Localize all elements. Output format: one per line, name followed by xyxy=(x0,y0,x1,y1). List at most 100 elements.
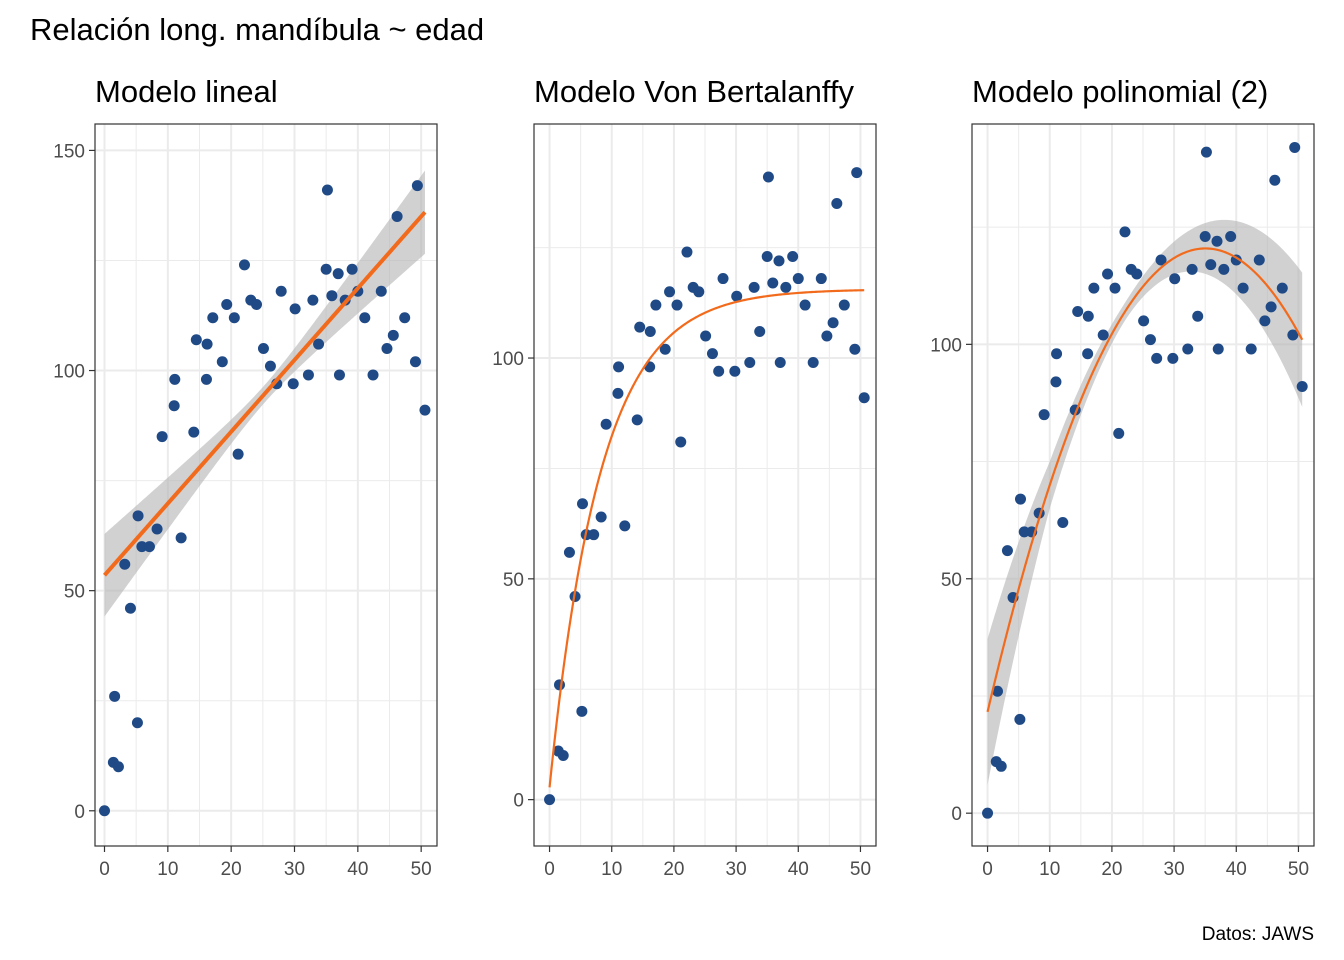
y-tick-label: 150 xyxy=(53,141,85,162)
data-point xyxy=(1144,334,1156,346)
x-tick-label: 0 xyxy=(544,859,555,880)
fitted-line xyxy=(548,289,865,788)
data-point xyxy=(612,387,624,399)
data-point xyxy=(644,326,656,338)
data-point xyxy=(849,343,861,355)
data-point xyxy=(119,558,131,570)
data-point xyxy=(706,348,718,360)
data-point xyxy=(1245,343,1257,355)
data-point xyxy=(982,807,994,819)
x-tick-label: 10 xyxy=(601,859,622,880)
data-point xyxy=(228,312,240,324)
data-point xyxy=(1212,343,1224,355)
x-tick-label: 0 xyxy=(99,859,110,880)
data-point xyxy=(762,171,774,183)
data-point xyxy=(1072,306,1084,318)
data-point xyxy=(381,343,393,355)
data-point xyxy=(664,286,676,298)
y-tick-label: 50 xyxy=(941,570,962,591)
panel-von-bertalanffy-model: 0 10 20 30 40 50 0 50 100 xyxy=(492,123,877,880)
panel-polynomial-model: 0 10 20 30 40 50 0 50 100 xyxy=(930,123,1315,880)
data-point xyxy=(1088,282,1100,294)
data-point xyxy=(1253,254,1265,266)
data-point xyxy=(1265,301,1277,313)
data-point xyxy=(289,303,301,315)
panel-linear-model: 0 10 20 30 40 50 0 50 100 150 xyxy=(53,123,438,880)
data-point xyxy=(367,369,379,381)
data-point xyxy=(1014,713,1026,725)
data-point xyxy=(207,312,219,324)
data-point xyxy=(221,299,233,310)
x-tick-label: 30 xyxy=(284,859,305,880)
data-point xyxy=(1001,545,1013,557)
data-point xyxy=(767,277,779,289)
x-tick-label: 40 xyxy=(1226,859,1247,880)
data-point xyxy=(333,369,345,381)
data-point xyxy=(1289,141,1301,153)
data-point xyxy=(613,361,625,373)
data-point xyxy=(748,281,760,293)
data-point xyxy=(557,749,569,761)
data-point xyxy=(1218,263,1230,275)
data-point xyxy=(991,685,1003,697)
confidence-band xyxy=(987,219,1303,785)
data-point xyxy=(634,321,646,333)
data-point xyxy=(780,281,792,293)
data-point xyxy=(619,520,631,532)
data-point xyxy=(1192,310,1204,322)
x-tick-label: 40 xyxy=(347,859,368,880)
data-point xyxy=(631,414,643,426)
data-point xyxy=(731,290,743,302)
y-tick-label: 50 xyxy=(64,582,85,603)
y-tick-label: 100 xyxy=(53,362,85,383)
x-tick-label: 10 xyxy=(1039,859,1060,880)
fitted-line xyxy=(986,247,1304,713)
data-point xyxy=(1051,348,1063,360)
x-tick-label: 20 xyxy=(221,859,242,880)
data-point xyxy=(359,312,371,324)
data-point xyxy=(411,180,423,192)
y-tick-label: 100 xyxy=(492,349,524,370)
data-point xyxy=(399,312,411,324)
data-point xyxy=(831,197,843,209)
data-point xyxy=(553,679,565,691)
data-point xyxy=(257,343,269,355)
panel-title-poly: Modelo polinomial (2) xyxy=(972,74,1268,109)
data-point xyxy=(827,317,839,329)
data-point xyxy=(188,426,200,438)
data-point xyxy=(650,299,662,311)
data-point xyxy=(600,418,612,430)
data-point xyxy=(1082,310,1094,322)
data-point xyxy=(1169,273,1181,285)
data-point xyxy=(287,378,299,390)
data-point xyxy=(1151,352,1163,364)
data-point xyxy=(409,356,421,368)
caption: Datos: JAWS xyxy=(1202,924,1314,945)
data-point xyxy=(792,273,804,285)
data-point xyxy=(713,365,725,377)
data-point xyxy=(264,360,276,372)
data-point xyxy=(200,373,212,385)
data-point xyxy=(1113,427,1125,439)
data-point xyxy=(1199,231,1211,243)
data-point xyxy=(132,510,144,522)
data-point xyxy=(321,184,333,196)
data-point xyxy=(99,805,110,817)
data-point xyxy=(821,330,833,342)
data-point xyxy=(1259,315,1271,327)
data-point xyxy=(1237,282,1249,294)
data-point xyxy=(595,511,607,523)
data-point xyxy=(1200,146,1212,158)
data-point xyxy=(773,255,785,267)
data-point xyxy=(332,268,344,280)
panel-title-lineal: Modelo lineal xyxy=(95,74,278,109)
x-tick-label: 50 xyxy=(1288,859,1309,880)
data-point xyxy=(577,498,589,510)
data-point xyxy=(151,523,163,535)
data-point xyxy=(232,448,244,460)
plot-area xyxy=(982,141,1308,819)
data-point xyxy=(175,532,187,544)
data-point xyxy=(1050,376,1062,388)
data-point xyxy=(995,760,1007,772)
data-point xyxy=(326,290,338,302)
